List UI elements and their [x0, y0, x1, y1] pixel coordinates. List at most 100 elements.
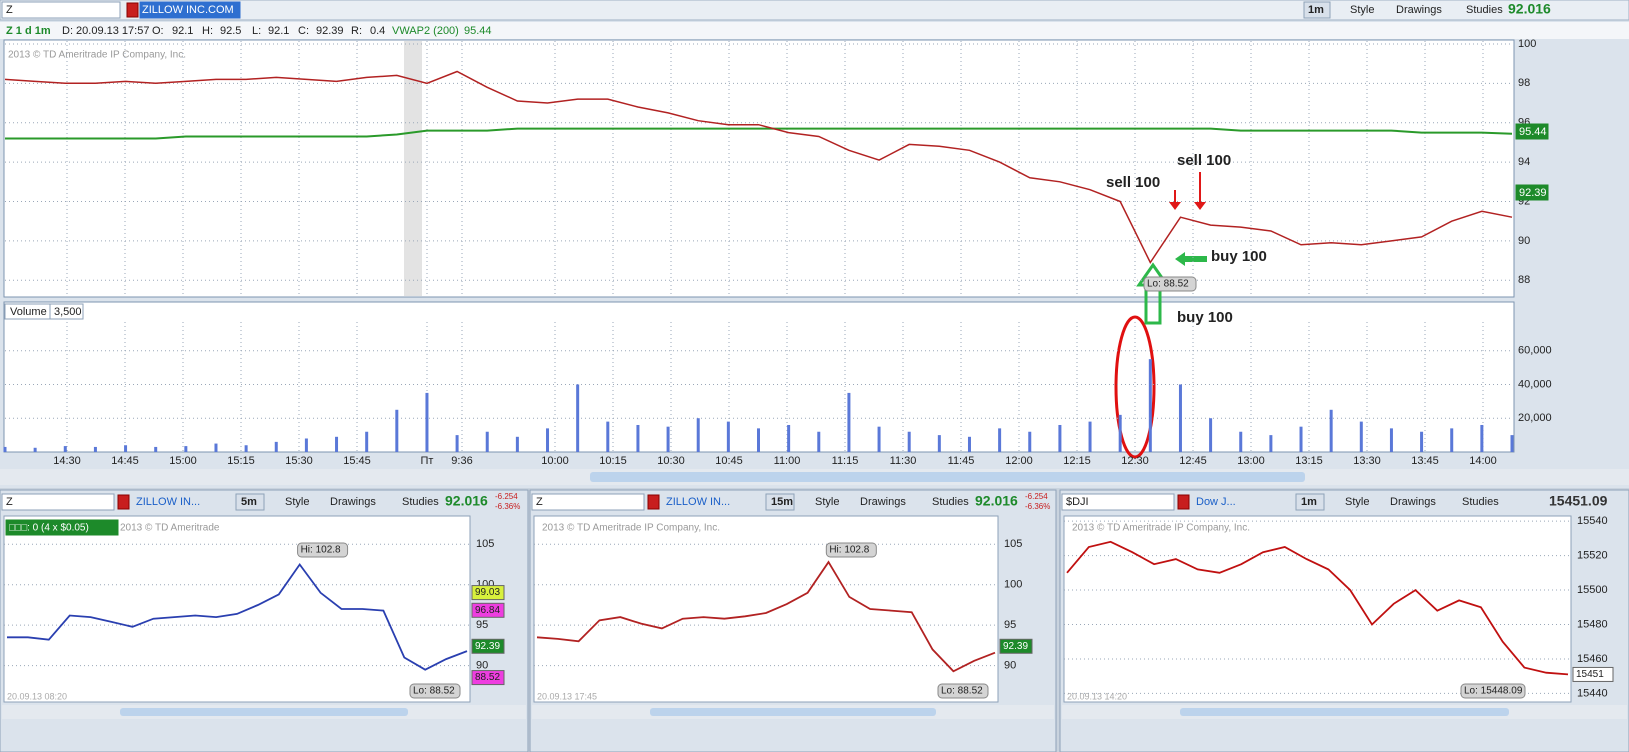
volume-bar	[274, 441, 278, 452]
low-badge	[937, 683, 989, 699]
volume-bar	[757, 428, 760, 452]
info-field: O:	[152, 25, 164, 37]
time-label: 12:30	[1121, 455, 1149, 467]
studies-button[interactable]: Studies	[1462, 496, 1499, 508]
low-badge	[1460, 683, 1526, 699]
drawings-button[interactable]: Drawings	[860, 496, 906, 508]
session-gap	[404, 41, 422, 296]
volume-bar	[63, 446, 67, 452]
y-tick-label: 40,000	[1518, 378, 1552, 390]
volume-bar	[124, 445, 128, 452]
volume-bar	[1088, 421, 1092, 452]
y-tick-label: 105	[476, 538, 494, 550]
symbol-input[interactable]: Z	[536, 496, 543, 508]
time-label: 12:00	[1005, 455, 1033, 467]
sell-arrow	[1194, 172, 1206, 210]
time-label: 14:45	[111, 455, 139, 467]
volume-bar	[817, 431, 821, 452]
scroll-thumb[interactable]	[650, 708, 936, 716]
box	[1, 1, 121, 19]
box	[235, 493, 265, 511]
low-label: Lo: 15448.09	[1464, 686, 1523, 697]
scroll-thumb[interactable]	[120, 708, 408, 716]
low-badge	[1143, 276, 1197, 292]
scroll-thumb[interactable]	[590, 472, 1305, 482]
y-tick-label: 15480	[1577, 618, 1608, 630]
volume-bar	[1239, 431, 1243, 452]
interval-button[interactable]: 1m	[1301, 496, 1317, 508]
hi-label: Hi: 102.8	[829, 545, 869, 556]
price-badge-label: 15451	[1576, 669, 1604, 680]
drawings-button[interactable]: Drawings	[1396, 4, 1442, 16]
volume-bar	[1480, 424, 1484, 452]
info-bar	[0, 22, 1629, 39]
symbol-input[interactable]: Z	[6, 496, 13, 508]
box	[117, 494, 130, 510]
volume-bar	[93, 446, 97, 452]
price-line	[1066, 540, 1569, 676]
highlight-ellipse	[1114, 315, 1156, 459]
volume-bar	[154, 446, 158, 452]
volume-bar	[1118, 414, 1122, 452]
last-price: 92.016	[445, 493, 488, 509]
volume-bar	[214, 443, 218, 452]
info-field: 92.1	[172, 25, 193, 37]
time-label: 14:00	[1469, 455, 1497, 467]
studies-button[interactable]: Studies	[932, 496, 969, 508]
scroll-thumb[interactable]	[1180, 708, 1509, 716]
box	[1295, 493, 1325, 511]
price-badge	[471, 602, 505, 618]
annotation: sell 100	[1106, 174, 1160, 191]
plot	[533, 515, 999, 703]
symbol-input[interactable]: Z	[6, 4, 13, 16]
info-field: H:	[202, 25, 213, 37]
volume-bar	[1269, 435, 1273, 452]
info-field: Z 1 d 1m	[6, 25, 51, 37]
volume-bar	[1329, 409, 1333, 452]
style-button[interactable]: Style	[285, 496, 309, 508]
volume-bar	[847, 392, 851, 452]
symbol-input[interactable]: $DJI	[1066, 496, 1089, 508]
volume-bar	[335, 436, 339, 452]
price-line	[4, 70, 1513, 264]
y-tick-label: 20,000	[1518, 412, 1552, 424]
info-field: 92.5	[220, 25, 241, 37]
interval-button[interactable]: 5m	[241, 496, 257, 508]
volume-bar	[1389, 428, 1393, 452]
last-badge: 92.39	[1519, 187, 1547, 199]
volume-bar	[546, 428, 550, 452]
drawings-button[interactable]: Drawings	[330, 496, 376, 508]
change: -6.254	[495, 492, 518, 501]
volume-bar	[666, 426, 670, 452]
info-field: D: 20.09.13 17:57	[62, 25, 149, 37]
price-badge-label: 92.39	[1003, 641, 1028, 652]
annotation: buy 100	[1211, 248, 1267, 265]
copyright: 2013 © TD Ameritrade IP Company, Inc.	[8, 50, 186, 61]
interval-button[interactable]: 1m	[1308, 4, 1324, 16]
info-field: 92.39	[316, 25, 344, 37]
volume-bar	[184, 446, 188, 452]
style-button[interactable]: Style	[815, 496, 839, 508]
time-label: 10:15	[599, 455, 627, 467]
box	[1515, 123, 1549, 140]
hi-label: Hi: 102.8	[301, 545, 341, 556]
volume-bar	[967, 436, 971, 452]
time-label: 14:30	[53, 455, 81, 467]
info-field: 0.4	[370, 25, 385, 37]
date-label: 20.09.13 14:20	[1067, 691, 1127, 701]
volume-bar	[1209, 418, 1213, 452]
drawings-button[interactable]: Drawings	[1390, 496, 1436, 508]
plot	[3, 515, 471, 703]
y-tick-label: 88	[1518, 274, 1530, 286]
box	[1303, 1, 1331, 19]
style-button[interactable]: Style	[1345, 496, 1369, 508]
studies-button[interactable]: Studies	[402, 496, 439, 508]
time-label: 13:45	[1411, 455, 1439, 467]
y-tick-label: 90	[1004, 660, 1016, 672]
studies-button[interactable]: Studies	[1466, 4, 1503, 16]
time-label: 13:30	[1353, 455, 1381, 467]
style-button[interactable]: Style	[1350, 4, 1374, 16]
low-label: Lo: 88.52	[413, 686, 455, 697]
interval-button[interactable]: 15m	[771, 496, 793, 508]
volume-bar	[636, 424, 640, 452]
